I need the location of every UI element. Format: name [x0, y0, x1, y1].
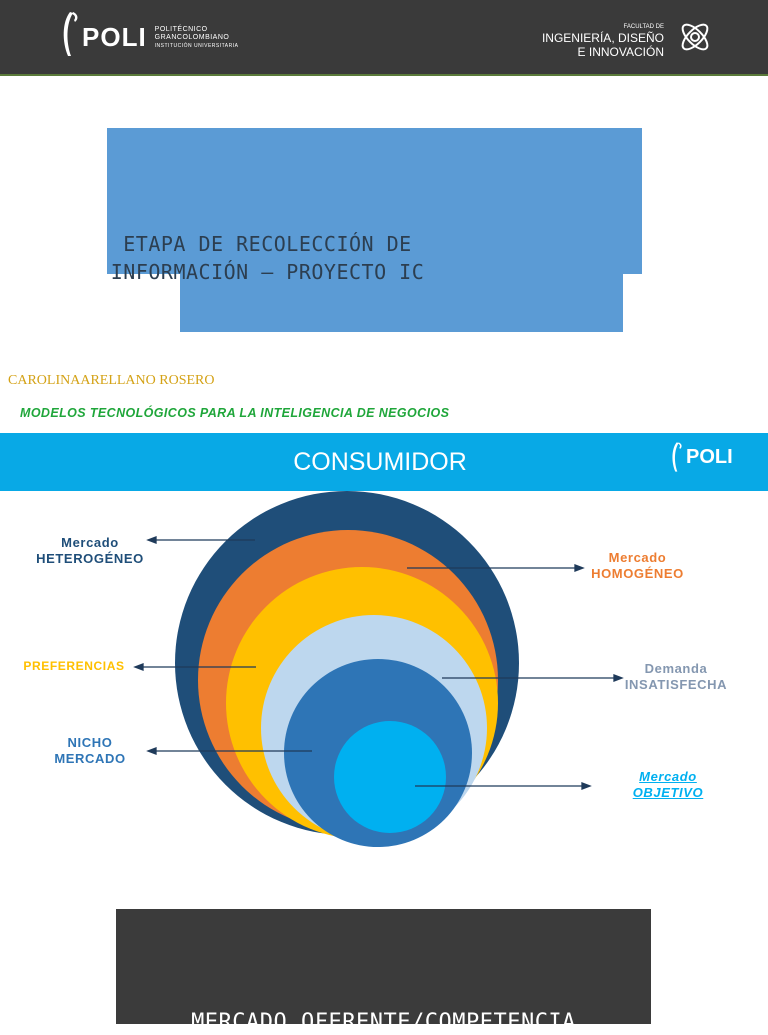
page-title: ETAPA DE RECOLECCIÓN DE INFORMACIÓN – PR… — [0, 230, 535, 286]
label-objetivo-line-2: OBJETIVO — [632, 785, 704, 800]
market-diagram — [133, 491, 624, 847]
header-bar: POLI POLITÉCNICO GRANCOLOMBIANO INSTITUC… — [0, 0, 768, 76]
band-logo-word: POLI — [686, 445, 733, 468]
author-name: CAROLINAARELLANO ROSERO — [8, 373, 215, 388]
atom-icon — [681, 23, 709, 51]
section-title: CONSUMIDOR — [293, 448, 467, 476]
next-section-title: MERCADO OFERENTE/COMPETENCIA — [191, 1010, 576, 1035]
band-poli-logo: POLI — [668, 441, 733, 473]
course-name: MODELOS TECNOLÓGICOS PARA LA INTELIGENCI… — [20, 406, 450, 420]
logo-subtitle: POLITÉCNICO GRANCOLOMBIANO INSTITUCIÓN U… — [155, 26, 239, 50]
logo-line-3: INSTITUCIÓN UNIVERSITARIA — [154, 43, 239, 49]
poli-mark-icon — [63, 12, 78, 56]
faculty-label: FACULTAD DE INGENIERÍA, DISEÑO E INNOVAC… — [542, 24, 664, 59]
faculty-line-1: FACULTAD DE — [623, 24, 664, 30]
label-demanda-line-2: INSATISFECHA — [624, 677, 728, 692]
faculty-line-2: INGENIERÍA, DISEÑO — [541, 31, 664, 45]
title-block — [107, 128, 642, 332]
label-objetivo-line-1: Mercado — [639, 769, 697, 784]
logo-line-2: GRANCOLOMBIANO — [154, 34, 230, 41]
logo-word: POLI — [82, 21, 147, 52]
label-nicho-line-1: NICHO — [67, 735, 113, 750]
faculty-line-3: E INNOVACIÓN — [577, 45, 664, 59]
label-preferencias: PREFERENCIAS — [14, 658, 134, 674]
band-poli-mark-icon — [672, 442, 682, 472]
label-preferencias-line: PREFERENCIAS — [23, 659, 125, 673]
label-demanda-line-1: Demanda — [644, 661, 708, 676]
label-homogeneo: Mercado HOMOGÉNEO — [575, 550, 700, 582]
label-nicho-line-2: MERCADO — [54, 751, 126, 766]
label-demanda: Demanda INSATISFECHA — [612, 661, 740, 693]
label-heterogeneo-line-1: Mercado — [61, 535, 119, 550]
circle-objetivo — [334, 721, 446, 833]
label-objetivo: Mercado OBJETIVO — [606, 769, 730, 801]
label-nicho: NICHO MERCADO — [30, 735, 150, 767]
label-homogeneo-line-1: Mercado — [608, 550, 667, 565]
title-line-1: ETAPA DE RECOLECCIÓN DE — [123, 232, 412, 256]
label-homogeneo-line-2: HOMOGÉNEO — [591, 566, 684, 581]
label-heterogeneo-line-2: HETEROGÉNEO — [36, 551, 144, 566]
label-heterogeneo: Mercado HETEROGÉNEO — [20, 535, 160, 567]
logo-line-1: POLITÉCNICO — [154, 26, 208, 33]
next-section-block — [116, 909, 651, 1024]
title-line-2: INFORMACIÓN – PROYECTO IC — [110, 260, 425, 284]
poli-logo: POLI POLITÉCNICO GRANCOLOMBIANO INSTITUC… — [58, 10, 238, 58]
section-band — [0, 433, 768, 491]
